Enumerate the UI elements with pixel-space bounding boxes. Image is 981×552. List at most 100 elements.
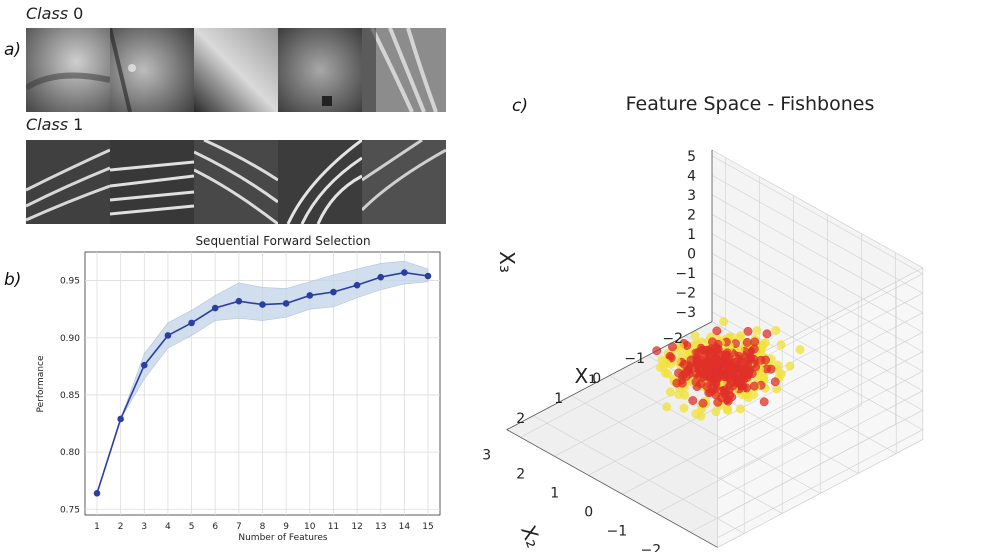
- y-tick-label: 0.90: [60, 334, 80, 344]
- grid-line: [717, 409, 923, 519]
- x-tick-label: 11: [328, 522, 339, 532]
- class-0-point: [736, 404, 745, 414]
- data-point: [235, 297, 243, 305]
- panel-label-a: a): [4, 40, 22, 60]
- data-point: [306, 292, 314, 299]
- x-tick-label: 15: [422, 522, 433, 532]
- grid-line: [711, 253, 923, 372]
- data-point: [211, 304, 219, 312]
- grid-line: [711, 214, 923, 333]
- x3-tick-label: 1: [687, 227, 696, 243]
- grid-line: [656, 404, 862, 514]
- class-1-point: [759, 397, 769, 407]
- class-0-point: [691, 409, 701, 419]
- data-point: [164, 332, 172, 339]
- class-0-image-1: [26, 28, 110, 112]
- class-1-point: [770, 377, 780, 387]
- x-tick-label: 14: [399, 522, 411, 532]
- grid-line: [711, 292, 923, 411]
- class-1-image-3: [194, 140, 278, 224]
- class-1-image-2: [110, 140, 194, 224]
- grid-line: [711, 175, 923, 294]
- grid-line: [717, 370, 923, 480]
- grid-line: [571, 395, 783, 514]
- x-tick-label: 7: [236, 522, 242, 532]
- class-0-image-3: [194, 28, 278, 112]
- class-0-point: [665, 387, 675, 397]
- axis-line: [506, 321, 713, 431]
- class-1-image-5: [362, 140, 446, 224]
- data-point: [117, 415, 124, 423]
- x-tick-label: 8: [260, 522, 266, 532]
- class-1-image-1: [26, 140, 110, 224]
- x3-tick-label: 5: [687, 149, 696, 165]
- class-1-point: [743, 326, 753, 336]
- grid-line: [711, 272, 923, 391]
- grid-line: [711, 233, 923, 352]
- data-point: [188, 319, 195, 327]
- class-1-point: [742, 337, 752, 347]
- chart-title: Sequential Forward Selection: [195, 234, 370, 248]
- class-1-word: Class: [26, 115, 69, 134]
- grid-line: [717, 312, 923, 421]
- class-1-point: [750, 337, 760, 347]
- class-1-point: [712, 326, 722, 336]
- y-tick-label: 0.80: [60, 448, 80, 458]
- class-1-label: Class 1: [26, 115, 83, 134]
- x-tick-label: 13: [375, 522, 386, 532]
- class-0-num: 0: [68, 4, 84, 23]
- data-point: [93, 489, 101, 497]
- class-0-image-2: [110, 28, 194, 112]
- x2-tick-label: 0: [584, 504, 593, 520]
- x-tick-label: 2: [118, 522, 124, 532]
- x1-tick-label: −2: [662, 331, 683, 347]
- grid-line: [711, 194, 923, 313]
- y-tick-label: 0.75: [60, 505, 80, 515]
- class-0-point: [679, 403, 689, 413]
- class-0-point: [776, 340, 786, 350]
- x2-tick-label: 3: [482, 447, 491, 463]
- panel-label-b: b): [4, 270, 22, 290]
- data-point: [140, 361, 148, 369]
- class-1-point: [691, 377, 701, 387]
- x1-tick-label: 2: [516, 411, 525, 427]
- class-1-num: 1: [68, 115, 84, 134]
- panel-label-c: c): [512, 96, 528, 116]
- grid-line: [711, 155, 923, 274]
- class-0-point: [690, 331, 700, 341]
- x3-axis-label: X₃: [495, 251, 519, 273]
- class-1-point: [713, 397, 723, 407]
- class-0-point: [711, 407, 721, 417]
- axis-line: [506, 429, 718, 548]
- class-1-point: [672, 378, 682, 388]
- class-1-point: [674, 368, 684, 378]
- grid-line: [609, 375, 821, 494]
- class-1-point: [698, 398, 708, 408]
- data-point: [330, 288, 337, 296]
- x-tick-label: 6: [212, 522, 218, 532]
- class-0-point: [719, 317, 729, 327]
- class-0-label: Class 0: [26, 4, 83, 23]
- data-point: [353, 281, 361, 289]
- x3-tick-label: 0: [687, 246, 696, 262]
- grid-line: [717, 351, 923, 460]
- x-tick-label: 5: [189, 522, 195, 532]
- class-1-point: [762, 329, 772, 339]
- x3-tick-label: −2: [675, 285, 696, 301]
- class-0-image-5: [362, 28, 446, 112]
- x-axis-label: Number of Features: [238, 533, 328, 542]
- data-point: [259, 301, 266, 308]
- grid-line: [717, 390, 923, 499]
- x3-tick-label: −1: [675, 266, 696, 282]
- class-0-image-4: [278, 28, 362, 112]
- class-1-image-4: [278, 140, 362, 224]
- x3-tick-label: −3: [675, 305, 696, 321]
- class-1-point: [688, 396, 698, 406]
- chart-title: Feature Space - Fishbones: [626, 93, 875, 115]
- class-0-point: [723, 405, 733, 415]
- data-point: [282, 300, 290, 307]
- x2-tick-label: −1: [607, 523, 628, 539]
- sfs-line-chart: Sequential Forward Selection Number of F…: [36, 234, 441, 542]
- x-tick-label: 12: [351, 522, 362, 532]
- feature-space-3d-scatter: Feature Space - Fishbones 2 1 0 −1 −2 −2 −1 0 1 2…: [482, 93, 924, 552]
